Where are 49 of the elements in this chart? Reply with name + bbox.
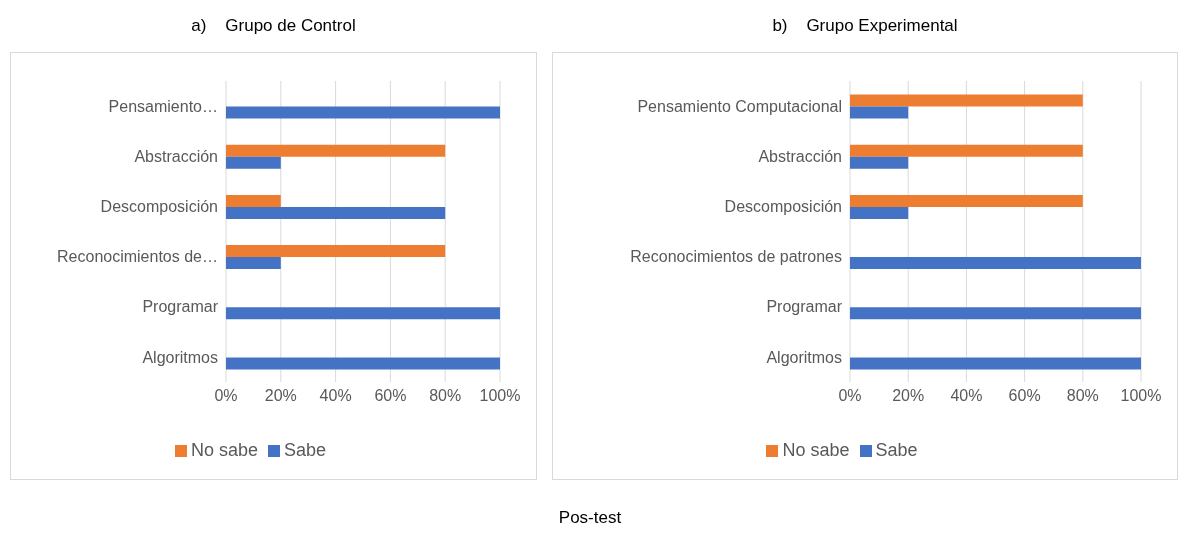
- bar: [226, 245, 446, 258]
- y-tick-label: Reconocimientos de patrones: [630, 248, 842, 266]
- legend-label: Sabe: [284, 440, 327, 460]
- bar: [226, 307, 500, 320]
- bar: [226, 144, 446, 157]
- y-tick-label: Pensamiento Computacional: [637, 97, 842, 115]
- y-tick-label: Abstracción: [758, 147, 842, 165]
- bar: [226, 357, 500, 370]
- y-tick-label: Algoritmos: [142, 348, 218, 366]
- y-tick-label: Algoritmos: [766, 348, 842, 366]
- bar: [850, 194, 1083, 207]
- bar: [850, 307, 1141, 320]
- bar: [850, 106, 909, 119]
- bar: [226, 206, 446, 219]
- bar: [226, 194, 281, 207]
- x-tick-label: 20%: [264, 387, 297, 405]
- bar: [850, 144, 1083, 157]
- chart-title: b) Grupo Experimental: [771, 15, 959, 37]
- y-tick-label: Pensamiento…: [108, 97, 218, 115]
- bar: [226, 106, 500, 119]
- bar: [226, 156, 281, 169]
- x-tick-label: 60%: [374, 387, 407, 405]
- x-tick-label: 80%: [429, 387, 462, 405]
- x-tick-label: 100%: [479, 387, 521, 405]
- x-tick-label: 0%: [214, 387, 238, 405]
- legend-label: No sabe: [782, 440, 850, 460]
- y-tick-label: Descomposición: [100, 198, 218, 216]
- bar: [850, 257, 1141, 270]
- y-tick-label: Programar: [142, 298, 219, 316]
- x-tick-label: 40%: [950, 387, 983, 405]
- x-tick-label: 100%: [1120, 387, 1162, 405]
- x-tick-label: 20%: [892, 387, 925, 405]
- bar: [226, 257, 281, 270]
- bar: [850, 206, 909, 219]
- bar: [850, 357, 1141, 370]
- x-tick-label: 60%: [1008, 387, 1041, 405]
- y-tick-label: Abstracción: [134, 147, 218, 165]
- y-tick-label: Descomposición: [724, 198, 842, 216]
- chart-title: a) Grupo de Control: [190, 15, 357, 37]
- bar: [850, 94, 1083, 107]
- y-tick-label: Reconocimientos de…: [57, 248, 218, 266]
- text: Pos-test: [558, 508, 622, 527]
- legend-label: Sabe: [875, 440, 918, 460]
- legend-label: No sabe: [190, 440, 258, 460]
- bar: [850, 156, 909, 169]
- x-tick-label: 0%: [838, 387, 862, 405]
- x-tick-label: 40%: [319, 387, 352, 405]
- x-tick-label: 80%: [1066, 387, 1099, 405]
- y-tick-label: Programar: [766, 298, 843, 316]
